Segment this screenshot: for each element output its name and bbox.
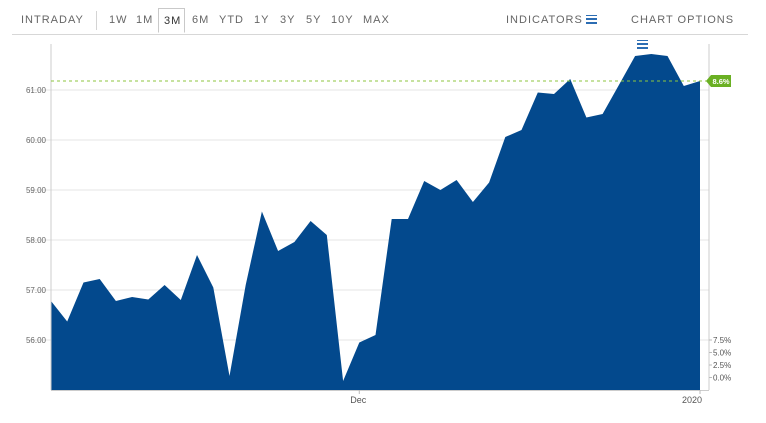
indicators-label: INDICATORS xyxy=(506,14,583,26)
y-tick-label: 59.00 xyxy=(26,186,47,195)
y-tick-label: 60.00 xyxy=(26,136,47,145)
y-tick-label: 57.00 xyxy=(26,286,47,295)
right-tick-label: 2.5% xyxy=(713,361,731,370)
range-ytd-button[interactable]: YTD xyxy=(219,14,244,26)
right-tick-label: 7.5% xyxy=(713,336,731,345)
y-tick-label: 58.00 xyxy=(26,236,47,245)
x-tick-label: Dec xyxy=(350,395,367,405)
range-1w-button[interactable]: 1W xyxy=(109,14,128,26)
change-badge: 8.6% xyxy=(706,75,731,87)
x-tick-label: 2020 xyxy=(682,395,702,405)
chart-toolbar: INTRADAY 1W 1M 3M 6M YTD 1Y 3Y 5Y 10Y MA… xyxy=(12,8,748,49)
hamburger-icon xyxy=(637,39,648,49)
indicators-button[interactable]: INDICATORS xyxy=(506,8,597,33)
range-1y-button[interactable]: 1Y xyxy=(254,14,270,26)
y-tick-label: 61.00 xyxy=(26,86,47,95)
right-tick-label: 5.0% xyxy=(713,349,731,358)
range-3m-button[interactable]: 3M xyxy=(158,8,185,33)
hamburger-icon xyxy=(585,14,597,24)
price-area xyxy=(51,54,700,390)
range-5y-button[interactable]: 5Y xyxy=(306,14,322,26)
range-6m-button[interactable]: 6M xyxy=(192,14,210,26)
y-axis-labels: 56.00 57.00 58.00 59.00 60.00 61.00 xyxy=(26,86,47,345)
range-max-button[interactable]: MAX xyxy=(363,14,390,26)
chart-options-label: CHART OPTIONS xyxy=(631,14,735,26)
intraday-button[interactable]: INTRADAY xyxy=(21,14,84,26)
right-tick-label: 0.0% xyxy=(713,374,731,383)
change-badge-shape xyxy=(706,75,731,87)
range-10y-button[interactable]: 10Y xyxy=(331,14,354,26)
change-badge-label: 8.6% xyxy=(712,77,729,86)
right-axis-labels: 0.0% 2.5% 5.0% 7.5% xyxy=(709,336,731,383)
range-3y-button[interactable]: 3Y xyxy=(280,14,296,26)
toolbar-divider xyxy=(96,11,97,30)
range-1m-button[interactable]: 1M xyxy=(136,14,154,26)
price-area-fill xyxy=(51,54,700,390)
x-axis-labels: Dec 2020 xyxy=(350,390,702,405)
axes xyxy=(50,44,710,391)
y-tick-label: 56.00 xyxy=(26,336,47,345)
chart-options-button[interactable]: CHART OPTIONS xyxy=(631,8,748,49)
